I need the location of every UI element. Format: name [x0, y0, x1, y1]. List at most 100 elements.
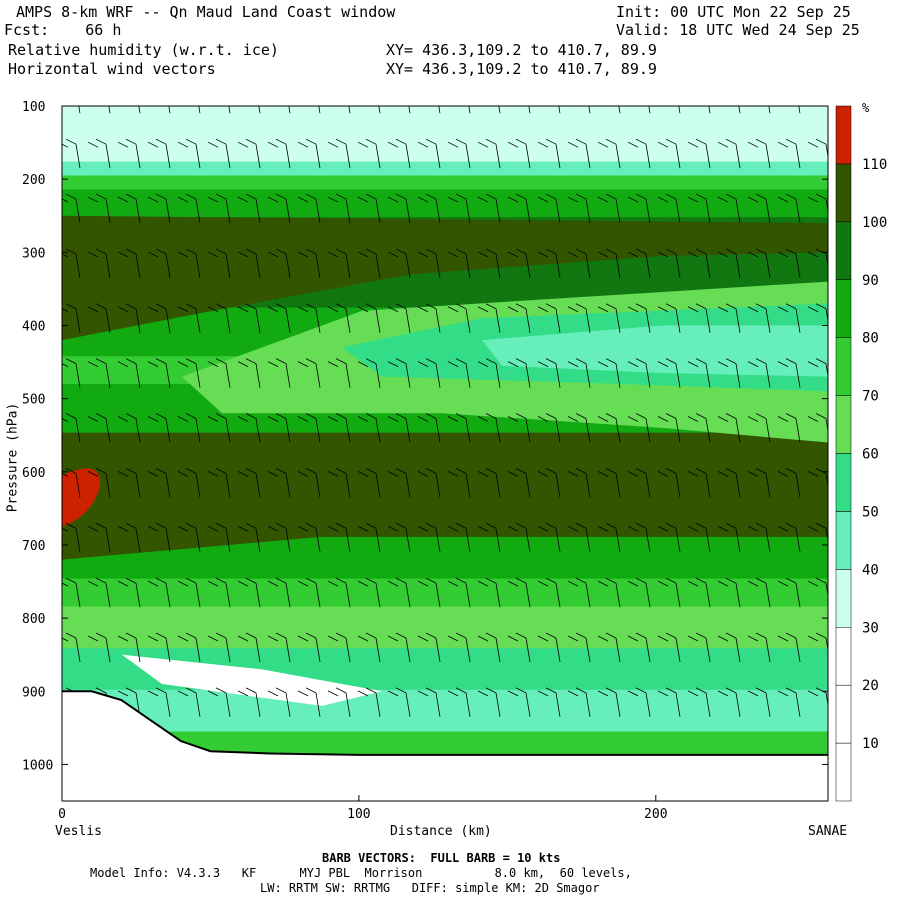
- wind-barb: [62, 138, 81, 169]
- wind-barb: [807, 468, 828, 488]
- wind-barb: [327, 522, 351, 553]
- wind-barb: [117, 468, 141, 498]
- wind-barb: [207, 468, 231, 498]
- wind-barb: [357, 138, 381, 169]
- wind-barb: [687, 577, 711, 608]
- wind-barb: [297, 248, 321, 278]
- wind-barb: [288, 106, 291, 114]
- wind-barb: [477, 138, 501, 169]
- wind-barb: [537, 413, 561, 443]
- wind-barb: [87, 193, 111, 224]
- wind-barb: [717, 303, 741, 333]
- wind-barb: [327, 468, 351, 498]
- wind-barb: [267, 303, 291, 333]
- wind-barb: [627, 413, 651, 443]
- wind-barb: [87, 522, 111, 553]
- wind-barb: [678, 106, 681, 114]
- wind-barb: [567, 193, 591, 224]
- wind-barb: [777, 522, 801, 553]
- wind-barb: [207, 413, 231, 443]
- wind-barb: [177, 577, 201, 608]
- wind-barb: [687, 687, 711, 717]
- wind-barb: [477, 248, 501, 278]
- x-tick-label: 0: [58, 807, 66, 822]
- wind-barb: [297, 413, 321, 443]
- wind-barb: [657, 577, 681, 608]
- wind-barb: [717, 248, 741, 278]
- wind-barb: [177, 632, 201, 663]
- wind-barb: [357, 248, 381, 278]
- wind-barb: [657, 687, 681, 717]
- wind-barb: [627, 468, 651, 498]
- y-tick-label: 300: [22, 246, 45, 261]
- wind-barb: [537, 193, 561, 224]
- wind-barb: [507, 138, 531, 169]
- wind-barb: [567, 358, 591, 388]
- wind-barb: [777, 358, 801, 388]
- y-tick-label: 900: [22, 685, 45, 700]
- wind-barb: [597, 303, 621, 333]
- wind-barb: [537, 577, 561, 608]
- wind-barb: [258, 106, 261, 114]
- wind-barb: [237, 193, 261, 224]
- forecast-hour: Fcst: 66 h: [4, 21, 122, 39]
- wind-barb: [357, 687, 381, 717]
- colorbar-label: 70: [862, 389, 879, 405]
- rh-region-mid-driest: [482, 325, 828, 377]
- wind-barb: [717, 687, 741, 717]
- wind-barb: [387, 413, 411, 443]
- wind-barb: [447, 632, 471, 663]
- rh-band: [62, 106, 828, 163]
- rh-band: [62, 175, 828, 191]
- valid-time: Valid: 18 UTC Wed 24 Sep 25: [616, 21, 860, 39]
- wind-barb: [177, 413, 201, 443]
- wind-barb: [447, 577, 471, 608]
- wind-barb: [357, 413, 381, 443]
- wind-barb: [267, 687, 291, 717]
- wind-barb: [327, 632, 351, 663]
- wind-barb: [198, 106, 201, 114]
- wind-barb: [597, 687, 621, 717]
- wind-barb: [297, 687, 321, 717]
- wind-barb: [62, 522, 81, 553]
- colorbar-swatch: [835, 395, 852, 454]
- wind-barb: [378, 106, 381, 114]
- wind-barb: [297, 358, 321, 388]
- wind-barb: [477, 468, 501, 498]
- wind-barb: [747, 248, 771, 278]
- wind-barb: [327, 193, 351, 224]
- wind-barb: [807, 138, 828, 159]
- wind-barb: [417, 303, 441, 333]
- wind-barb: [657, 303, 681, 333]
- wind-barb: [417, 138, 441, 169]
- wind-barb: [447, 522, 471, 553]
- wind-barb: [807, 632, 828, 653]
- wind-barb: [62, 303, 81, 333]
- wind-barb: [237, 303, 261, 333]
- wind-barb: [777, 632, 801, 663]
- wind-barb: [267, 138, 291, 169]
- wind-barb: [357, 468, 381, 498]
- wind-barb: [807, 303, 828, 324]
- wind-barb: [627, 138, 651, 169]
- wind-barb: [537, 303, 561, 333]
- wind-barb: [297, 577, 321, 608]
- wind-barb: [807, 248, 828, 269]
- wind-barb: [417, 577, 441, 608]
- colorbar-label: 110: [862, 157, 887, 173]
- wind-barb: [447, 303, 471, 333]
- wind-barb: [777, 687, 801, 717]
- wind-barb: [177, 468, 201, 498]
- wind-barb: [537, 468, 561, 498]
- wind-barb: [657, 138, 681, 169]
- wind-barb: [327, 138, 351, 169]
- colorbar-label: 20: [862, 678, 879, 694]
- colorbar-label: 10: [862, 736, 879, 752]
- wind-barb: [117, 193, 141, 224]
- wind-barb: [567, 468, 591, 498]
- wind-barb: [717, 632, 741, 663]
- wind-barb: [297, 303, 321, 333]
- wind-barb: [297, 193, 321, 224]
- wind-barb: [387, 632, 411, 663]
- wind-barb: [687, 138, 711, 169]
